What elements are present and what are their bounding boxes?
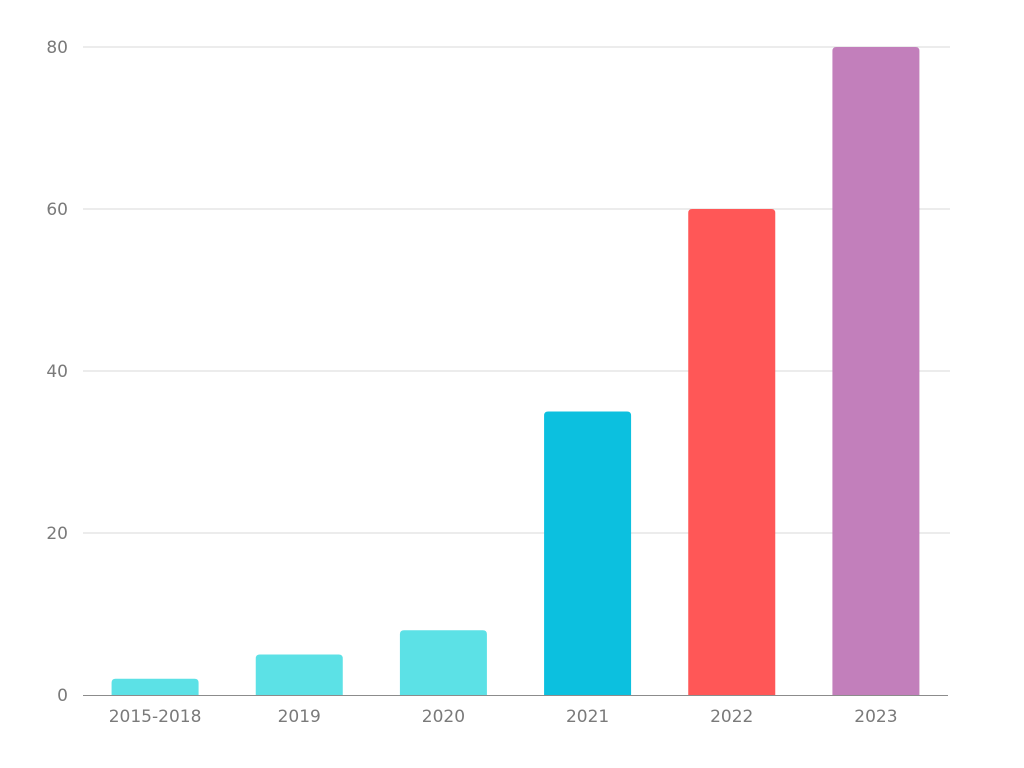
- bars: [111, 47, 920, 695]
- bar-2021: [544, 411, 632, 695]
- y-tick-label: 60: [46, 200, 68, 220]
- y-tick-label: 0: [57, 686, 68, 706]
- bar-2022: [688, 209, 776, 695]
- bar-2023: [832, 47, 920, 695]
- x-axis-ticks: 2015-2018 2019 2020 2021 2022 2023: [109, 707, 898, 727]
- y-axis-ticks: 0 20 40 60 80: [46, 38, 68, 706]
- x-tick-label: 2023: [854, 707, 897, 727]
- y-tick-label: 80: [46, 38, 68, 58]
- x-tick-label: 2015-2018: [109, 707, 202, 727]
- y-tick-label: 20: [46, 524, 68, 544]
- x-tick-label: 2021: [566, 707, 609, 727]
- x-tick-label: 2022: [710, 707, 753, 727]
- x-tick-label: 2019: [278, 707, 321, 727]
- bar-2019: [255, 654, 343, 695]
- x-tick-label: 2020: [422, 707, 465, 727]
- y-tick-label: 40: [46, 362, 68, 382]
- bar-2015-2018: [111, 678, 199, 695]
- bar-2020: [399, 630, 487, 695]
- gridlines: [83, 46, 950, 534]
